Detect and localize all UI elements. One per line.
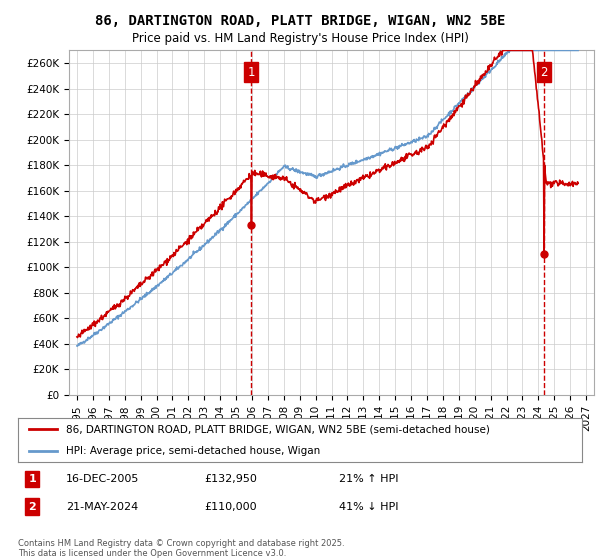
Text: 2: 2 <box>28 502 36 512</box>
Text: 1: 1 <box>248 66 255 78</box>
Text: 21-MAY-2024: 21-MAY-2024 <box>66 502 138 512</box>
Text: 21% ↑ HPI: 21% ↑ HPI <box>340 474 399 484</box>
Text: 2: 2 <box>541 66 548 78</box>
Text: £110,000: £110,000 <box>204 502 257 512</box>
Text: £132,950: £132,950 <box>204 474 257 484</box>
Text: 86, DARTINGTON ROAD, PLATT BRIDGE, WIGAN, WN2 5BE (semi-detached house): 86, DARTINGTON ROAD, PLATT BRIDGE, WIGAN… <box>66 424 490 434</box>
Text: 16-DEC-2005: 16-DEC-2005 <box>66 474 139 484</box>
Text: Contains HM Land Registry data © Crown copyright and database right 2025.
This d: Contains HM Land Registry data © Crown c… <box>18 539 344 558</box>
Text: HPI: Average price, semi-detached house, Wigan: HPI: Average price, semi-detached house,… <box>66 446 320 456</box>
Text: 86, DARTINGTON ROAD, PLATT BRIDGE, WIGAN, WN2 5BE: 86, DARTINGTON ROAD, PLATT BRIDGE, WIGAN… <box>95 14 505 28</box>
Text: 1: 1 <box>28 474 36 484</box>
Text: 41% ↓ HPI: 41% ↓ HPI <box>340 502 399 512</box>
Text: Price paid vs. HM Land Registry's House Price Index (HPI): Price paid vs. HM Land Registry's House … <box>131 32 469 45</box>
